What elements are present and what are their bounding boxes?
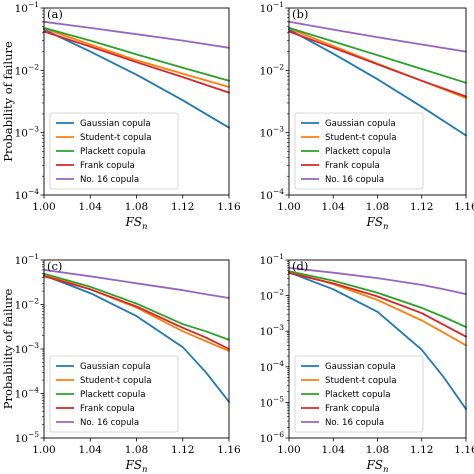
legend-label: Student-t copula xyxy=(325,133,397,143)
legend: Gaussian copula Student-t copula Plackett … xyxy=(294,355,424,433)
legend-label: Gaussian copula xyxy=(80,362,151,372)
y-tick-label: 10−3 xyxy=(15,341,40,356)
x-tick-label: 1.12 xyxy=(171,444,194,456)
series-line-frank-copula xyxy=(288,30,467,98)
series-line-gaussian-copula xyxy=(43,28,230,129)
legend-box xyxy=(294,355,424,433)
legend-label: Student-t copula xyxy=(80,376,152,386)
legend: Gaussian copula Student-t copula Plackett … xyxy=(49,355,179,433)
y-tick-label: 10−1 xyxy=(260,252,284,267)
x-tick-label: 1.16 xyxy=(217,201,241,213)
legend-box xyxy=(294,112,424,190)
panel-c: 1.00 1.04 1.08 1.12 1.16 10−5 10−4 10−3 10−2 10−1… xyxy=(1,252,241,474)
x-tick-label: 1.00 xyxy=(277,444,300,456)
y-tick-label: 10−2 xyxy=(15,62,40,77)
legend-label: Student-t copula xyxy=(325,376,397,386)
y-tick-label: 10−3 xyxy=(260,323,285,338)
legend-label: Frank copula xyxy=(80,161,135,171)
panel-a: 1.00 1.04 1.08 1.12 1.16 10−4 10−3 10−2 10−1 (a) F… xyxy=(1,0,241,232)
series-line-plackett-copula xyxy=(288,270,467,329)
series-line-student-t-copula xyxy=(43,27,230,88)
x-tick-label: 1.08 xyxy=(366,444,389,456)
x-tick-label: 1.08 xyxy=(125,444,148,456)
x-tick-label: 1.04 xyxy=(322,444,346,456)
x-tick-label: 1.00 xyxy=(32,201,55,213)
panel-b: 1.00 1.04 1.08 1.12 1.16 10−4 10−3 10−2 10−1 (b) F… xyxy=(260,0,474,232)
legend-label: Gaussian copula xyxy=(325,362,396,372)
series-line-gaussian-copula xyxy=(43,274,230,403)
legend-label: Frank copula xyxy=(325,404,380,414)
legend: Gaussian copula Student-t copula Plackett … xyxy=(49,112,179,190)
panel-tag: (a) xyxy=(47,7,63,21)
panel-tag: (d) xyxy=(292,259,308,273)
x-tick-label: 1.00 xyxy=(32,444,55,456)
legend-label: Plackett copula xyxy=(80,147,146,157)
legend-label: No. 16 copula xyxy=(325,175,384,185)
y-tick-label: 10−1 xyxy=(260,0,284,15)
legend-label: Frank copula xyxy=(80,404,135,414)
y-tick-label: 10−6 xyxy=(260,430,285,445)
x-tick-label: 1.04 xyxy=(322,201,346,213)
x-tick-label: 1.16 xyxy=(454,201,474,213)
legend-label: Plackett copula xyxy=(80,390,146,400)
panel-tag: (b) xyxy=(292,7,308,21)
series-line-no-16-copula xyxy=(43,268,230,299)
x-tick-label: 1.12 xyxy=(410,201,433,213)
y-tick-label: 10−4 xyxy=(15,386,40,401)
x-tick-label: 1.00 xyxy=(277,201,300,213)
x-tick-label: 1.16 xyxy=(217,444,241,456)
series-line-frank-copula xyxy=(43,30,230,94)
legend-label: Gaussian copula xyxy=(325,119,396,129)
legend-label: No. 16 copula xyxy=(80,175,139,185)
y-tick-label: 10−3 xyxy=(260,125,285,140)
x-tick-label: 1.04 xyxy=(79,201,103,213)
y-tick-label: 10−5 xyxy=(15,430,40,445)
legend-label: Student-t copula xyxy=(80,133,152,143)
y-axis-label: Probability of failure xyxy=(1,289,15,410)
x-axis-label: FSn xyxy=(365,458,388,474)
legend-label: Plackett copula xyxy=(325,147,391,157)
series-line-gaussian-copula xyxy=(288,28,467,137)
legend-label: No. 16 copula xyxy=(80,418,139,428)
y-tick-label: 10−1 xyxy=(15,252,39,267)
y-tick-label: 10−4 xyxy=(260,359,285,374)
series-line-gaussian-copula xyxy=(288,271,467,411)
legend-label: No. 16 copula xyxy=(325,418,384,428)
series-line-no-16-copula xyxy=(43,20,230,49)
series-line-plackett-copula xyxy=(43,26,230,82)
x-tick-label: 1.16 xyxy=(454,444,474,456)
y-tick-label: 10−5 xyxy=(260,394,285,409)
series-line-plackett-copula xyxy=(288,26,467,84)
legend-box xyxy=(49,355,179,433)
series-line-no-16-copula xyxy=(288,20,467,53)
x-axis-label: FSn xyxy=(124,215,147,232)
y-tick-label: 10−3 xyxy=(15,125,40,140)
panel-d: 1.00 1.04 1.08 1.12 1.16 10−6 10−5 10−4 10−3 10−2… xyxy=(260,252,474,474)
x-axis-label: FSn xyxy=(365,215,388,232)
x-axis-label: FSn xyxy=(124,458,147,474)
legend-label: Plackett copula xyxy=(325,390,391,400)
panel-tag: (c) xyxy=(47,259,62,273)
y-tick-label: 10−4 xyxy=(15,187,40,202)
x-tick-label: 1.08 xyxy=(366,201,389,213)
y-tick-label: 10−2 xyxy=(260,288,285,303)
x-tick-label: 1.08 xyxy=(125,201,148,213)
legend-label: Frank copula xyxy=(325,161,380,171)
x-tick-label: 1.12 xyxy=(171,201,194,213)
x-tick-label: 1.12 xyxy=(410,444,433,456)
x-tick-label: 1.04 xyxy=(79,444,103,456)
series-line-no-16-copula xyxy=(288,266,467,296)
y-tick-label: 10−2 xyxy=(260,62,285,77)
series-line-plackett-copula xyxy=(43,272,230,341)
legend-box xyxy=(49,112,179,190)
y-tick-label: 10−1 xyxy=(15,0,39,15)
y-tick-label: 10−4 xyxy=(260,187,285,202)
legend: Gaussian copula Student-t copula Plackett … xyxy=(294,112,424,190)
y-axis-label: Probability of failure xyxy=(1,41,15,162)
series-line-frank-copula xyxy=(288,272,467,338)
series-line-frank-copula xyxy=(43,275,230,350)
y-tick-label: 10−2 xyxy=(15,297,40,312)
legend-label: Gaussian copula xyxy=(80,119,151,129)
